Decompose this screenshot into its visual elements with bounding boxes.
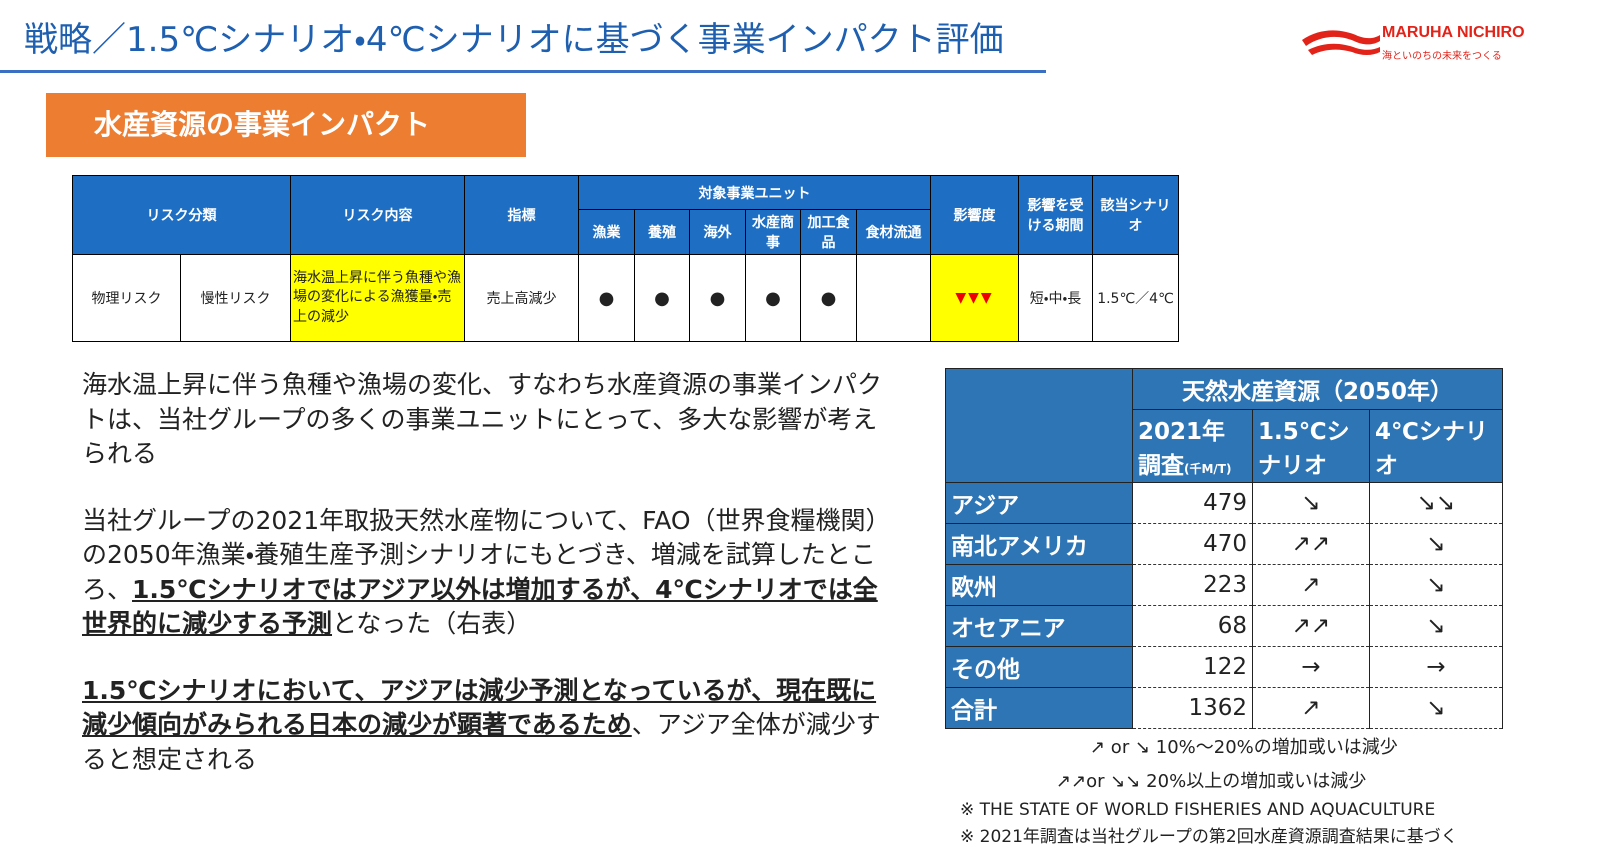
value-cell: 122 <box>1132 646 1253 688</box>
footnote: ※ 2021年調査は当社グループの第2回水産資源調査結果に基づく <box>960 827 1458 847</box>
trend-cell: ↘↘ <box>1368 482 1504 524</box>
emphasis-text: 1.5℃シナリオではアジア以外は増加するが、4℃シナリオでは全世界的に減少する予… <box>82 574 878 639</box>
text: 海水温上昇に伴う魚種や漁場の変化、すなわち水産資源の事業インパクトは、当社グルー… <box>82 370 883 468</box>
section-label: 水産資源の事業インパクト <box>46 93 526 157</box>
trend-cell: ↘ <box>1252 482 1370 524</box>
emphasis-text: 1.5℃シナリオにおいて、アジアは減少予測となっているが、現在既に減少傾向がみら… <box>82 675 877 740</box>
trend-cell: ↗↗ <box>1252 523 1370 565</box>
text: となった（右表） <box>332 609 532 638</box>
header-cell <box>945 368 1133 483</box>
paragraph: 海水温上昇に伴う魚種や漁場の変化、すなわち水産資源の事業インパクトは、当社グルー… <box>82 368 882 472</box>
header-cell: 指標 <box>464 175 579 255</box>
trend-cell: → <box>1368 646 1504 688</box>
cell: 1.5℃／4℃ <box>1092 254 1179 342</box>
cell: ● <box>689 254 746 342</box>
row-header: 欧州 <box>945 564 1133 606</box>
table-row: アジア 479 ↘ ↘↘ <box>945 482 1504 524</box>
title-rule <box>0 70 1046 73</box>
text: 、アジア全体が減少すると想定される <box>82 710 881 774</box>
table-row: その他 122 → → <box>945 646 1504 688</box>
header-cell: 水産商事 <box>745 209 801 255</box>
header-cell: 対象事業ユニット <box>578 175 931 210</box>
cell <box>856 254 931 342</box>
header-cell: 加工食品 <box>800 209 857 255</box>
header-cell: 漁業 <box>578 209 635 255</box>
logo-name: MARUHA NICHIRO <box>1382 24 1525 41</box>
header-cell: 海外 <box>689 209 746 255</box>
value-cell: 223 <box>1132 564 1253 606</box>
column-label: 2021年調査 <box>1138 419 1226 479</box>
text: 当社グループの2021年取扱天然水産物について、FAO（世界食糧機関）の2050… <box>82 505 879 604</box>
cell: 慢性リスク <box>180 254 291 342</box>
body-text: 海水温上昇に伴う魚種や漁場の変化、すなわち水産資源の事業インパクトは、当社グルー… <box>82 368 882 809</box>
header-cell: 影響を受ける期間 <box>1018 175 1093 255</box>
header-cell: 食材流通 <box>856 209 931 255</box>
trend-cell: ↘ <box>1368 523 1504 565</box>
resource-table: 天然水産資源（2050年） 2021年調査(千M/T) 1.5℃シナリオ 4℃シ… <box>945 368 1504 729</box>
table-row: オセアニア 68 ↗↗ ↘ <box>945 605 1504 647</box>
value-cell: 68 <box>1132 605 1253 647</box>
paragraph: 1.5℃シナリオにおいて、アジアは減少予測となっているが、現在既に減少傾向がみら… <box>82 674 882 778</box>
cell: ● <box>745 254 801 342</box>
cell: ● <box>634 254 690 342</box>
trend-cell: ↘ <box>1368 564 1504 606</box>
header-cell: リスク分類 <box>72 175 291 255</box>
row-header: 南北アメリカ <box>945 523 1133 565</box>
cell: ▼▼▼ <box>930 254 1019 342</box>
trend-cell: ↘ <box>1368 605 1504 647</box>
unit-mark: ● <box>654 287 670 309</box>
trend-cell: → <box>1252 646 1370 688</box>
legend-note: ↗↗or ↘↘ 20%以上の増加或いは減少 <box>1056 771 1367 792</box>
trend-cell: ↗↗ <box>1252 605 1370 647</box>
unit-mark: ● <box>820 287 837 309</box>
cell: ● <box>578 254 635 342</box>
header-cell: 影響度 <box>930 175 1019 255</box>
header-cell: 天然水産資源（2050年） <box>1131 368 1504 410</box>
unit-mark: ● <box>765 287 781 309</box>
table-row: 欧州 223 ↗ ↘ <box>945 564 1504 606</box>
header-cell: 2021年調査(千M/T) <box>1132 409 1253 483</box>
header-cell: 該当シナリオ <box>1092 175 1179 255</box>
trend-cell: ↗ <box>1252 564 1370 606</box>
value-cell: 479 <box>1132 482 1253 524</box>
slide-title: 戦略／1.5℃シナリオ・4℃シナリオに基づく事業インパクト評価 <box>24 20 1004 60</box>
cell: ● <box>800 254 857 342</box>
row-header: 合計 <box>945 687 1133 729</box>
legend-note: ↗ or ↘ 10%～20%の増加或いは減少 <box>1090 737 1398 758</box>
header-cell: 養殖 <box>634 209 690 255</box>
trend-cell: ↗ <box>1252 687 1370 729</box>
table-row: 南北アメリカ 470 ↗↗ ↘ <box>945 523 1504 565</box>
header-cell: 4℃シナリオ <box>1368 409 1504 483</box>
column-unit: (千M/T) <box>1184 462 1232 476</box>
cell: 物理リスク <box>72 254 181 342</box>
row-header: オセアニア <box>945 605 1133 647</box>
logo-tagline: 海といのちの未来をつくる <box>1382 51 1502 62</box>
header-cell: 1.5℃シナリオ <box>1252 409 1370 483</box>
header-cell: リスク内容 <box>290 175 465 255</box>
unit-mark: ● <box>709 287 726 309</box>
value-cell: 470 <box>1132 523 1253 565</box>
footnote: ※ THE STATE OF WORLD FISHERIES AND AQUAC… <box>960 800 1436 820</box>
value-cell: 1362 <box>1132 687 1253 729</box>
row-header: その他 <box>945 646 1133 688</box>
trend-cell: ↘ <box>1368 687 1504 729</box>
risk-table: リスク分類 リスク内容 指標 対象事業ユニット 影響度 影響を受ける期間 該当シ… <box>72 175 1179 342</box>
cell: 海水温上昇に伴う魚種や漁場の変化による漁獲量・売上の減少 <box>290 254 465 342</box>
row-header: アジア <box>945 482 1133 524</box>
table-row: 合計 1362 ↗ ↘ <box>945 687 1504 729</box>
paragraph: 当社グループの2021年取扱天然水産物について、FAO（世界食糧機関）の2050… <box>82 504 882 642</box>
logo-mark <box>1302 30 1380 55</box>
unit-mark: ● <box>598 287 615 309</box>
cell: 売上高減少 <box>464 254 579 342</box>
cell: 短・中・長 <box>1018 254 1093 342</box>
